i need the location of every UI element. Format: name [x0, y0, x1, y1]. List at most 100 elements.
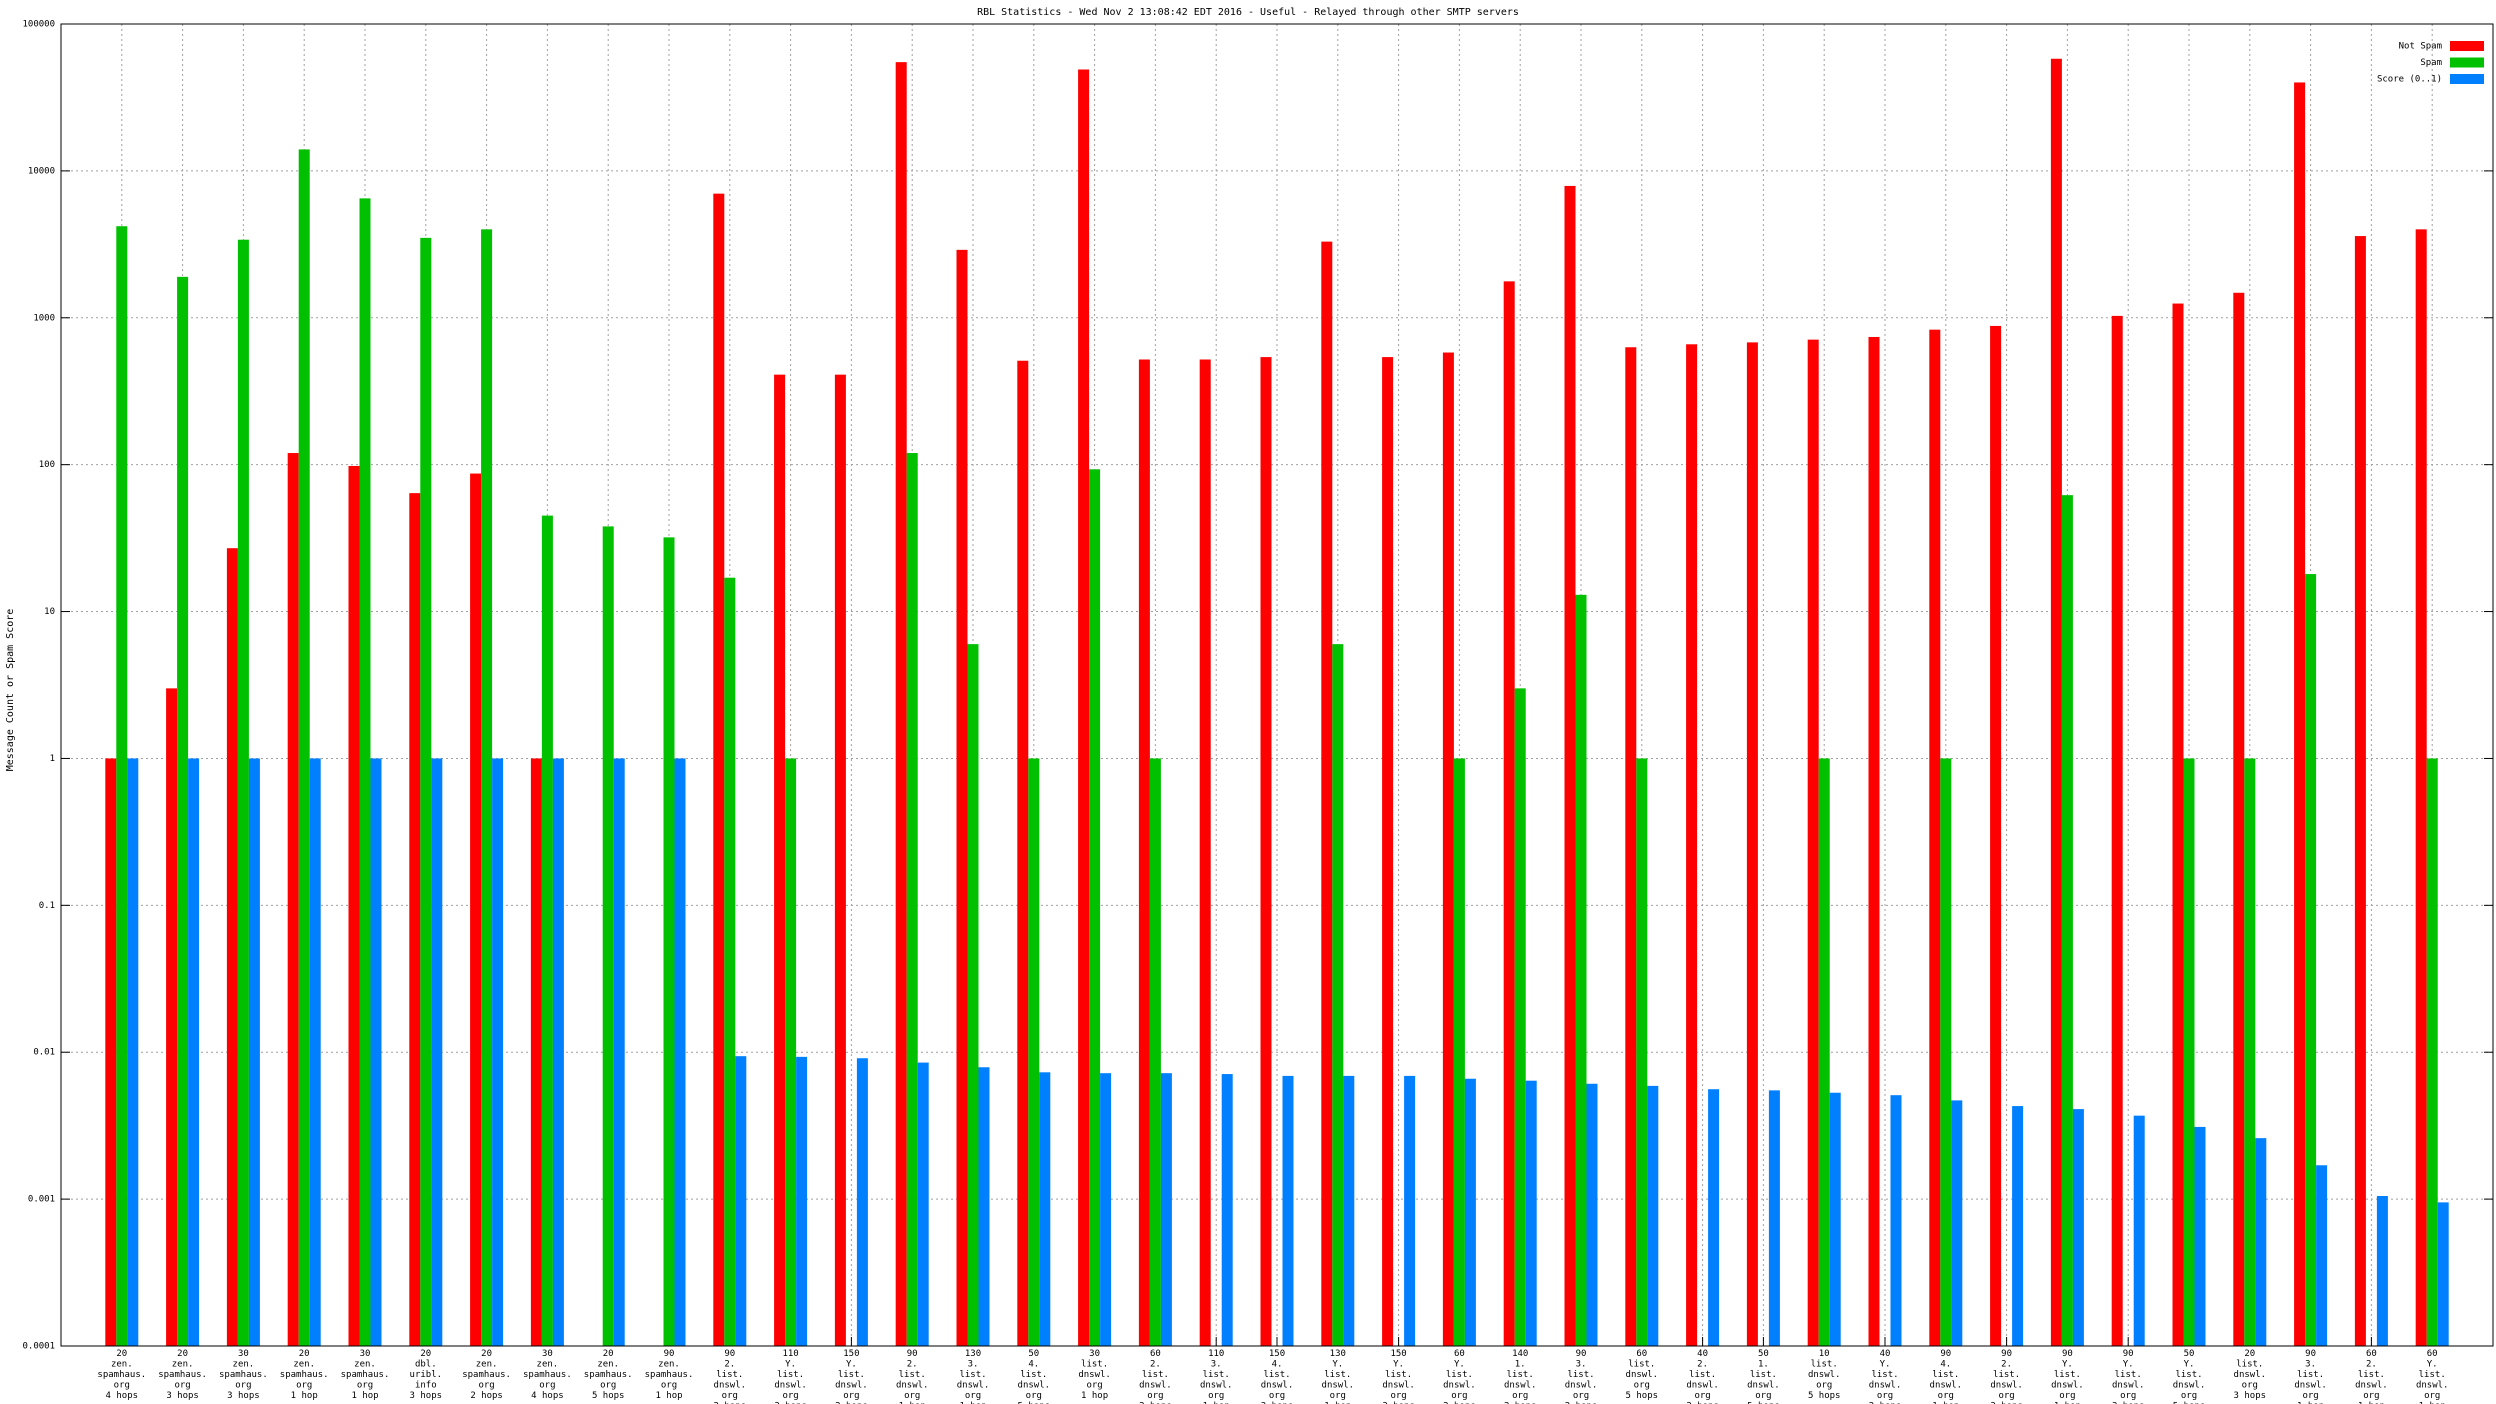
bar	[1818, 758, 1830, 1346]
bar	[724, 577, 736, 1346]
bar	[735, 1056, 747, 1346]
bar	[1138, 359, 1150, 1346]
legend-swatch	[2450, 74, 2484, 84]
bar	[917, 1062, 929, 1346]
x-tick-label: 20 zen. spamhaus. org 4 hops	[97, 1349, 146, 1401]
bar	[552, 758, 564, 1346]
bar	[906, 453, 918, 1346]
bar	[1100, 1073, 1112, 1346]
bar	[2111, 315, 2123, 1347]
y-tick-label: 0.001	[28, 1195, 55, 1205]
bar	[2050, 58, 2062, 1347]
bar	[713, 193, 725, 1346]
bar	[1929, 329, 1941, 1346]
bar	[2294, 82, 2306, 1346]
legend-label: Spam	[2420, 58, 2442, 68]
bar	[1525, 1080, 1537, 1346]
x-tick-label: 20 zen. spamhaus. org 2 hops	[462, 1349, 511, 1401]
bar	[2426, 758, 2438, 1346]
bar	[188, 758, 200, 1346]
bar	[2133, 1115, 2145, 1346]
bar	[602, 526, 614, 1346]
x-tick-label: 20 list. dnswl. org 3 hops	[2234, 1349, 2267, 1401]
bar	[470, 473, 482, 1346]
bar	[834, 374, 846, 1346]
bar	[856, 1058, 868, 1346]
x-tick-label: 30 zen. spamhaus. org 3 hops	[219, 1349, 268, 1401]
bar	[2172, 303, 2184, 1347]
bar	[1868, 336, 1880, 1346]
bar	[541, 515, 553, 1346]
bar	[1990, 325, 2002, 1347]
bar	[785, 758, 797, 1346]
bar	[2316, 1165, 2328, 1346]
y-tick-label: 0.1	[39, 901, 55, 911]
y-tick-label: 0.0001	[22, 1342, 55, 1352]
bar	[1514, 688, 1526, 1346]
bar	[1221, 1074, 1233, 1346]
bar	[978, 1067, 990, 1346]
bar	[1282, 1075, 1294, 1346]
y-axis-label: Message Count or Spam Score	[5, 609, 16, 772]
bar	[613, 758, 625, 1346]
bar	[1039, 1072, 1051, 1346]
bar	[674, 758, 686, 1346]
legend-swatch	[2450, 57, 2484, 68]
bar	[956, 249, 968, 1346]
bar	[774, 374, 786, 1346]
bar	[1708, 1089, 1720, 1346]
x-tick-label: 20 dbl. uribl. info 3 hops	[410, 1349, 443, 1401]
legend-swatch	[2450, 41, 2484, 51]
bar	[1686, 344, 1698, 1346]
bar	[1647, 1085, 1659, 1346]
bar	[530, 758, 542, 1346]
bar	[1940, 758, 1952, 1346]
bar	[1089, 469, 1101, 1347]
bar	[2255, 1138, 2267, 1346]
bar	[967, 644, 979, 1346]
bar	[177, 276, 189, 1346]
bar	[309, 758, 321, 1346]
bar	[226, 548, 238, 1346]
bar	[2012, 1106, 2024, 1346]
bar	[166, 688, 178, 1346]
bar	[1464, 1078, 1476, 1346]
bar	[1807, 339, 1819, 1346]
bar	[359, 198, 371, 1346]
bar	[2305, 574, 2317, 1346]
y-tick-label: 1	[50, 754, 55, 764]
x-tick-label: 30 zen. spamhaus. org 1 hop	[341, 1349, 390, 1401]
bar	[2437, 1202, 2449, 1346]
bar	[2376, 1195, 2388, 1346]
bar	[105, 758, 117, 1346]
bar	[1332, 644, 1344, 1346]
y-tick-label: 10000	[28, 166, 55, 176]
bar	[1078, 69, 1090, 1347]
bar	[420, 237, 432, 1346]
bar	[2354, 236, 2366, 1347]
bar	[298, 149, 310, 1346]
bar	[2061, 495, 2073, 1347]
legend-label: Not Spam	[2399, 42, 2442, 52]
y-tick-label: 100000	[22, 20, 55, 30]
bar	[1768, 1090, 1780, 1346]
plot-border	[60, 23, 2494, 1347]
bar	[481, 229, 493, 1347]
bar	[1160, 1073, 1172, 1346]
